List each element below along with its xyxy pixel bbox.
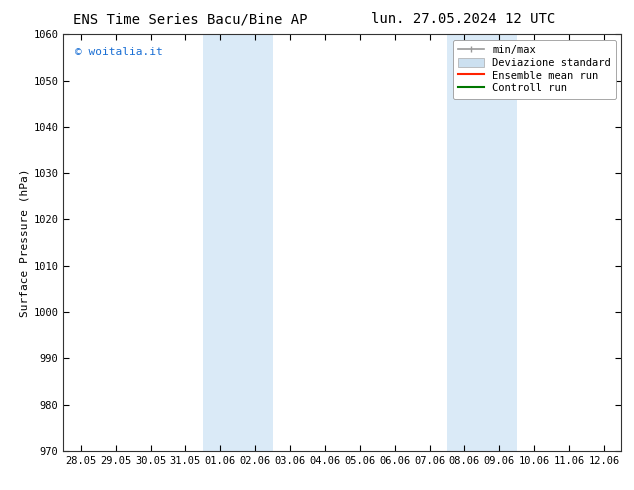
- Bar: [447, 34, 517, 451]
- Text: ENS Time Series Bacu/Bine AP: ENS Time Series Bacu/Bine AP: [73, 12, 307, 26]
- Legend: min/max, Deviazione standard, Ensemble mean run, Controll run: min/max, Deviazione standard, Ensemble m…: [453, 40, 616, 98]
- Text: lun. 27.05.2024 12 UTC: lun. 27.05.2024 12 UTC: [371, 12, 555, 26]
- Bar: [203, 34, 273, 451]
- Text: © woitalia.it: © woitalia.it: [75, 47, 162, 57]
- Y-axis label: Surface Pressure (hPa): Surface Pressure (hPa): [20, 168, 29, 317]
